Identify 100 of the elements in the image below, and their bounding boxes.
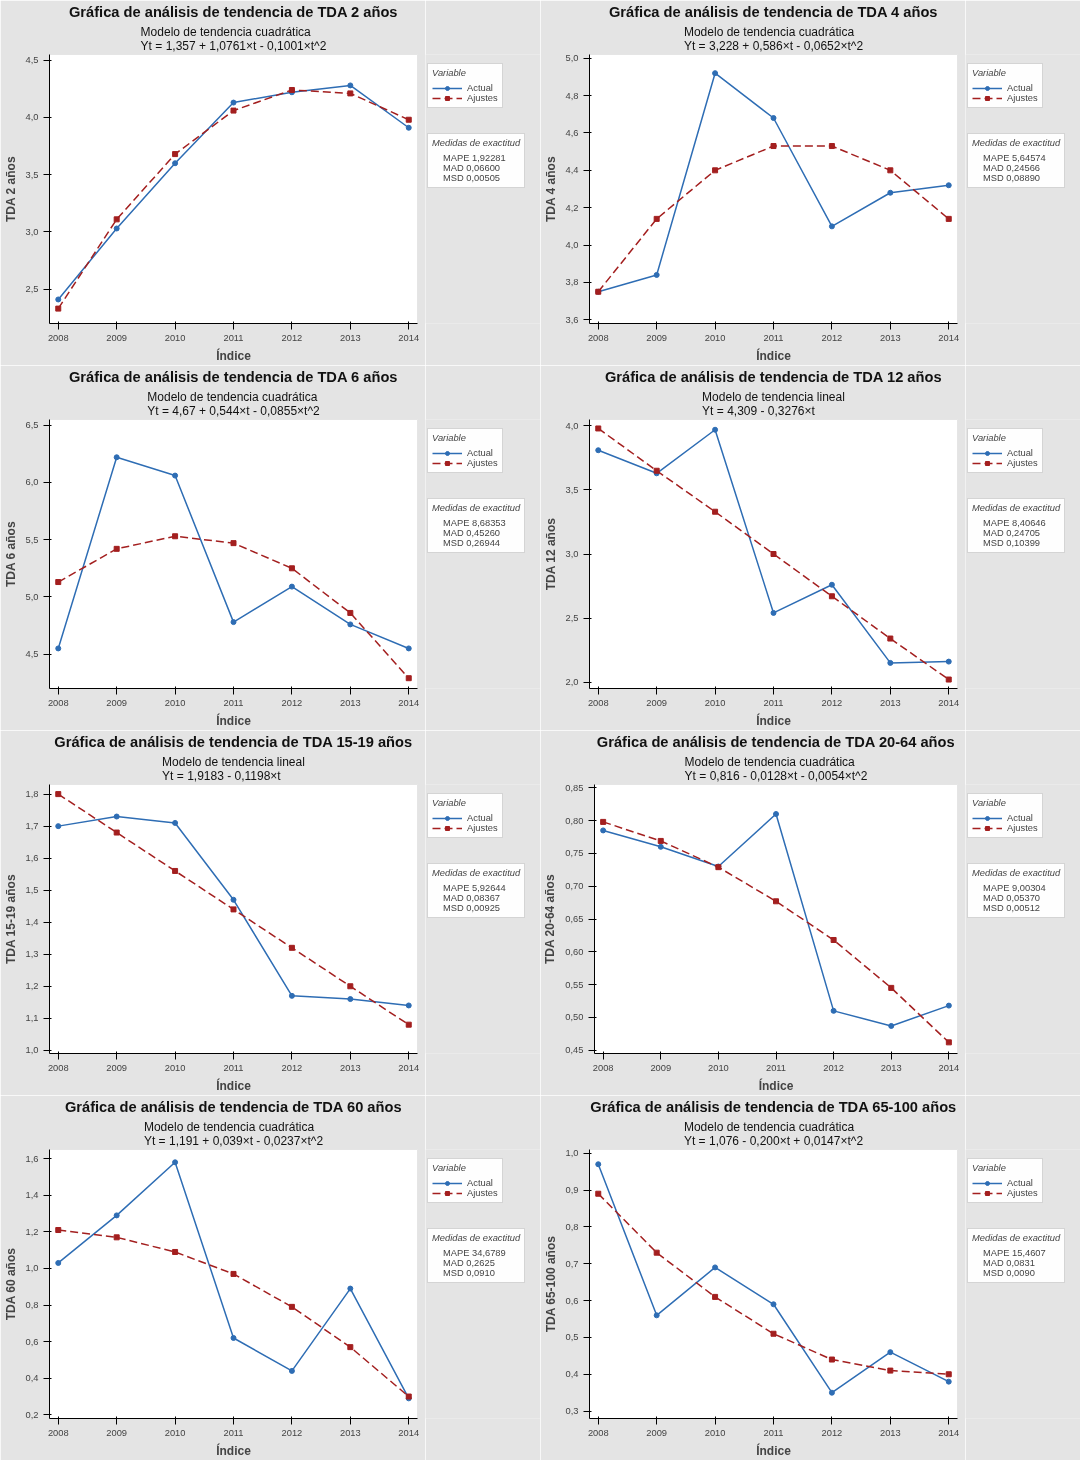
y-tick-label: 0,6 <box>25 1336 39 1347</box>
x-axis-title: Índice <box>758 1077 794 1093</box>
point <box>347 1285 354 1292</box>
x-tick-label: 2010 <box>164 332 186 343</box>
legend-title: Variable <box>432 1163 467 1173</box>
point <box>347 1344 354 1351</box>
point <box>230 540 237 547</box>
x-tick-label: 2014 <box>938 1062 960 1073</box>
y-tick-label: 0,3 <box>565 1406 579 1417</box>
point <box>347 609 354 616</box>
y-tick-label: 0,9 <box>565 1185 579 1196</box>
y-axis-title: TDA 20-64 años <box>543 874 558 965</box>
y-tick-label: 4,0 <box>565 240 579 251</box>
y-tick-label: 0,75 <box>565 848 584 859</box>
y-axis-title: TDA 60 años <box>3 1247 18 1321</box>
point <box>595 1161 602 1168</box>
legend-label: Ajustes <box>1007 1188 1038 1198</box>
y-tick-label: 1,2 <box>25 981 39 992</box>
point <box>830 1007 837 1014</box>
point <box>347 983 354 990</box>
y-tick-label: 3,8 <box>565 277 579 288</box>
point <box>172 160 179 167</box>
point <box>945 658 952 665</box>
point <box>888 984 895 991</box>
chart-title: Gráfica de análisis de tendencia de TDA 2 años <box>68 3 398 20</box>
y-tick-label: 3,6 <box>565 314 579 325</box>
text: Medidas de exactitud <box>432 503 521 513</box>
point <box>113 813 120 820</box>
chart-subtitle: Modelo de tendencia cuadrática Yt = 1,076 - 0,200×t + 0,0147×t^2 <box>683 1119 864 1148</box>
point <box>600 827 607 834</box>
point <box>773 898 779 905</box>
legend-label: Actual <box>1007 813 1033 823</box>
text: Medidas de exactitud <box>432 1233 521 1243</box>
point <box>887 167 894 174</box>
point <box>770 1330 777 1337</box>
y-tick-label: 4,0 <box>565 420 579 431</box>
point <box>945 1378 952 1385</box>
text: MAD 0,24566 <box>983 163 1041 173</box>
point <box>653 1249 660 1256</box>
x-tick-label: 2012 <box>823 1062 845 1073</box>
text: MAPE 1,92281 <box>443 153 506 163</box>
chart-title: Gráfica de análisis de tendencia de TDA 15-19 años <box>54 733 413 750</box>
point <box>653 271 660 278</box>
point <box>945 215 952 222</box>
x-tick-label: 2008 <box>587 332 609 343</box>
text: MAD 0,06600 <box>443 163 501 173</box>
point <box>828 143 835 150</box>
legend-title: Variable <box>972 433 1007 443</box>
legend-label: Ajustes <box>1007 458 1038 468</box>
point <box>113 829 120 836</box>
x-tick-label: 2010 <box>704 332 726 343</box>
legend-label: Actual <box>1007 83 1033 93</box>
y-tick-label: 2,5 <box>25 284 39 295</box>
x-tick-label: 2012 <box>281 332 303 343</box>
point <box>347 621 354 628</box>
point <box>657 843 664 850</box>
x-tick-label: 2009 <box>106 1427 128 1438</box>
y-tick-label: 5,5 <box>25 534 39 545</box>
chart-subtitle: Modelo de tendencia lineal Yt = 1,9183 - 0,1198×t <box>162 754 305 783</box>
x-tick-label: 2014 <box>938 697 960 708</box>
point <box>230 619 237 626</box>
x-tick-label: 2008 <box>47 1427 69 1438</box>
text: MAD 0,0831 <box>983 1258 1035 1268</box>
point <box>113 1234 120 1241</box>
point <box>657 837 664 844</box>
y-tick-label: 6,0 <box>25 477 39 488</box>
legend-label: Actual <box>467 1178 493 1188</box>
point <box>830 937 837 943</box>
point <box>288 992 295 999</box>
point <box>945 1002 952 1009</box>
point <box>55 1227 62 1234</box>
legend-title: Variable <box>432 433 467 443</box>
y-tick-label: 1,3 <box>25 949 39 960</box>
legend-title: Variable <box>972 68 1007 78</box>
point <box>595 447 602 454</box>
x-tick-label: 2014 <box>398 332 420 343</box>
point <box>405 675 412 682</box>
legend-label: Actual <box>467 448 493 458</box>
text: MSD 0,00505 <box>443 173 501 183</box>
legend-label: Ajustes <box>467 1188 498 1198</box>
point <box>888 1022 895 1029</box>
text: MSD 0,0910 <box>443 1268 495 1278</box>
point <box>887 1349 894 1356</box>
x-tick-label: 2009 <box>646 332 668 343</box>
point <box>405 124 412 131</box>
chart-title: Gráfica de análisis de tendencia de TDA 4 años <box>608 3 938 20</box>
chart-title: Gráfica de análisis de tendencia de TDA 12 años <box>604 368 942 385</box>
x-tick-label: 2009 <box>106 332 128 343</box>
point <box>55 579 62 586</box>
chart-subtitle: Modelo de tendencia cuadrática Yt = 3,228 + 0,586×t - 0,0652×t^2 <box>683 24 864 53</box>
chart-title: Gráfica de análisis de tendencia de TDA 60 años <box>64 1098 402 1115</box>
text: MSD 0,10399 <box>983 538 1041 548</box>
chart-title: Gráfica de análisis de tendencia de TDA 65-100 años <box>590 1098 957 1115</box>
y-axis-title: TDA 15-19 años <box>3 874 18 965</box>
y-tick-label: 0,5 <box>565 1332 579 1343</box>
y-tick-label: 4,8 <box>565 90 579 101</box>
y-axis-title: TDA 65-100 años <box>543 1235 558 1333</box>
text: MAPE 8,68353 <box>443 518 506 528</box>
point <box>55 791 62 798</box>
point <box>595 425 602 432</box>
